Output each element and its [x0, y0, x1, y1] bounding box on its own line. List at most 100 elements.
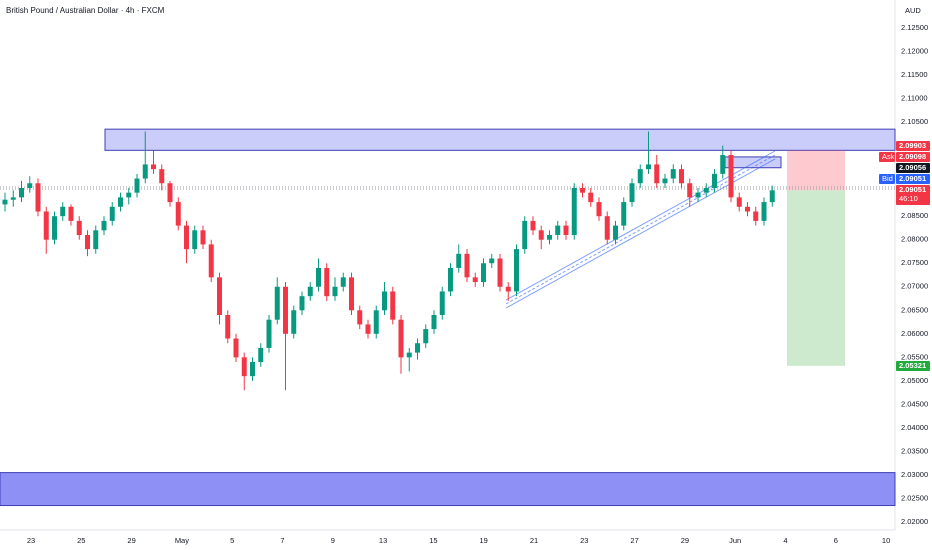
price-tag [896, 163, 930, 173]
candle-body [472, 277, 478, 283]
candle-body [415, 343, 420, 353]
price-tag-label: 2.09098 [899, 152, 926, 161]
y-tick-label: 2.12000 [901, 47, 928, 56]
candle-body [167, 183, 173, 203]
candle-body [291, 310, 297, 334]
x-tick-label: Jun [729, 536, 741, 545]
price-tag-prefix: Ask [882, 152, 895, 161]
candle-body [274, 286, 280, 320]
candle-body [596, 202, 602, 217]
candle-body [646, 164, 651, 170]
price-tag-label: 2.09056 [899, 163, 926, 172]
candle-body [175, 202, 181, 226]
candle-body [357, 310, 363, 325]
y-tick-label: 2.02000 [901, 517, 928, 526]
candle-body [225, 314, 231, 339]
candle-body [613, 225, 618, 240]
candle-body [629, 183, 635, 203]
x-tick-label: 4 [783, 536, 787, 545]
candle-body [505, 286, 511, 292]
candle-body [687, 183, 693, 198]
price-tag-prefix-box [879, 152, 895, 162]
price-tag-label: 2.09903 [899, 141, 926, 150]
candle-body [431, 314, 437, 330]
candle-body [109, 206, 115, 221]
candle-body [390, 291, 396, 320]
candle-body [514, 249, 519, 292]
x-tick-label: 5 [230, 536, 234, 545]
reward-zone [787, 190, 845, 366]
candle-body [423, 329, 429, 344]
candle-body [118, 197, 123, 207]
y-tick-label: 2.04500 [901, 399, 928, 408]
price-tag-label: 2.09051 [899, 174, 926, 183]
price-tag-prefix-box [879, 174, 895, 184]
candle-body [27, 183, 33, 188]
y-tick-label: 2.06500 [901, 305, 928, 314]
candle-body [720, 155, 726, 174]
candle-body [580, 187, 585, 193]
price-tag-label: 2.09051 [899, 185, 926, 194]
candle-body [134, 178, 140, 193]
candle-body [299, 296, 305, 311]
candle-body [19, 187, 24, 198]
candle-body [736, 197, 742, 207]
candle-body [365, 324, 371, 334]
y-tick-label: 2.11000 [901, 94, 928, 103]
candle-body [373, 310, 379, 334]
axes: 2.12500 2.12000 2.11500 2.11000 2.10500 2.085… [27, 23, 930, 545]
candle-body [10, 197, 16, 200]
candle-body [2, 199, 8, 205]
candle-body [316, 267, 321, 287]
price-tag-prefix: Bid [882, 174, 893, 183]
candle-body [753, 211, 759, 221]
candles [2, 131, 775, 391]
zones [0, 128, 896, 507]
y-tick-label: 2.07000 [901, 282, 928, 291]
candle-body [283, 286, 288, 334]
candle-body [192, 230, 198, 250]
risk-zone [787, 150, 845, 191]
x-tick-label: 10 [882, 536, 890, 545]
candle-body [250, 362, 255, 377]
x-tick-label: 13 [379, 536, 387, 545]
candle-body [728, 155, 734, 198]
candle-body [349, 277, 354, 311]
candle-body [563, 225, 569, 236]
candle-body [382, 291, 387, 311]
candle-body [68, 206, 74, 221]
price-tag [896, 141, 930, 151]
candle-body [151, 164, 156, 170]
candle-body [571, 187, 577, 236]
candle-body [712, 173, 717, 188]
candle-body [745, 206, 750, 212]
x-tick-label: 7 [280, 536, 284, 545]
candle-body [159, 169, 165, 184]
candle-body [547, 235, 552, 240]
candle-body [332, 286, 338, 297]
candle-body [406, 352, 412, 358]
candle-body [340, 277, 346, 287]
x-tick-label: 6 [834, 536, 838, 545]
candle-body [555, 225, 561, 236]
candle-body [76, 220, 82, 236]
chart-title: British Pound / Australian Dollar · 4h ·… [6, 6, 165, 15]
candle-body [101, 220, 107, 231]
candle-body [93, 230, 99, 250]
x-tick-label: May [175, 536, 189, 545]
candle-body [703, 187, 709, 193]
y-tick-label: 2.05000 [901, 376, 928, 385]
candle-body [522, 220, 528, 250]
y-tick-label: 2.11500 [901, 70, 928, 79]
y-tick-label: 2.07500 [901, 258, 928, 267]
y-tick-label: 2.10500 [901, 117, 928, 126]
x-tick-label: 19 [480, 536, 488, 545]
candle-body [538, 230, 544, 240]
price-tag-label: 2.05321 [899, 361, 926, 370]
y-tick-label: 2.12500 [901, 23, 928, 32]
candle-body [769, 190, 775, 203]
y-tick-label: 2.03000 [901, 470, 928, 479]
candle-body [184, 225, 189, 250]
candle-body [258, 347, 264, 363]
